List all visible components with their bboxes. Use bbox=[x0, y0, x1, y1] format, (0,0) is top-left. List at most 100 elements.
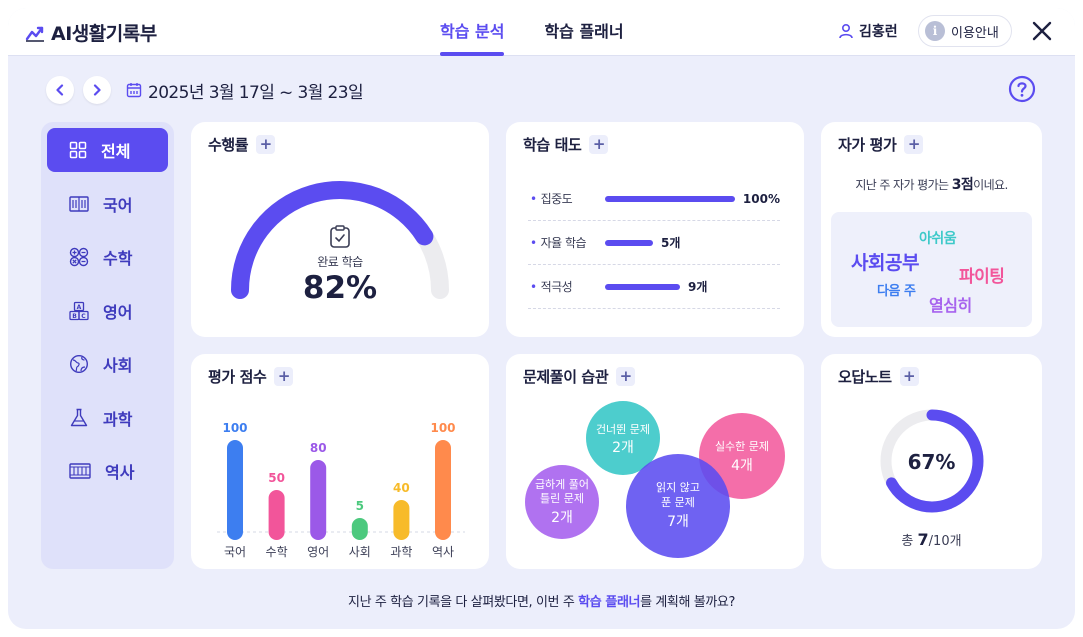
add-button[interactable]: + bbox=[904, 135, 924, 154]
bubble-label: 읽지 않고 bbox=[656, 481, 700, 494]
info-icon: i bbox=[925, 21, 945, 41]
bubble-count: 2개 bbox=[551, 510, 573, 526]
chevron-right-icon bbox=[93, 84, 101, 96]
attitude-row: 적극성 9개 bbox=[528, 265, 780, 309]
self-eval-title: 자가 평가 bbox=[838, 136, 897, 154]
wrong-note-card: 오답노트 + 67% 총 7/10개 bbox=[821, 354, 1042, 569]
word-cloud: 아쉬움 사회공부 파이팅 다음 주 열심히 bbox=[831, 212, 1032, 327]
footer-after: 를 계획해 볼까요? bbox=[640, 595, 735, 610]
bubble-skipped: 건너뛴 문제 2개 bbox=[586, 401, 660, 475]
bar-value-label: 100 bbox=[222, 421, 247, 435]
x-tick-label: 역사 bbox=[432, 545, 454, 559]
close-icon[interactable] bbox=[1030, 19, 1054, 43]
bubble-count: 7개 bbox=[667, 514, 689, 530]
self-eval-card: 자가 평가 + 지난 주 자가 평가는 3점이네요. 아쉬움 사회공부 파이팅 … bbox=[821, 122, 1042, 337]
attitude-bar bbox=[605, 283, 680, 290]
bar-value-label: 40 bbox=[393, 481, 410, 495]
date-range-text: 2025년 3월 17일 ~ 3월 23일 bbox=[148, 82, 364, 103]
x-tick-label: 과학 bbox=[390, 545, 412, 559]
sidebar-item-history[interactable]: 역사 bbox=[47, 449, 168, 493]
gauge-value: 82% bbox=[302, 270, 378, 306]
sidebar-item-all[interactable]: 전체 bbox=[47, 128, 168, 172]
card-title: 학습 태도 + bbox=[523, 134, 609, 155]
attitude-label: 자율 학습 bbox=[528, 234, 605, 251]
performance-card: 수행률 + 완료 학습 82% bbox=[191, 122, 489, 337]
subject-sidebar: 전체 국어 수학 A B bbox=[41, 122, 174, 569]
x-tick-label: 수학 bbox=[266, 545, 288, 559]
attitude-value: 9개 bbox=[688, 280, 708, 294]
app-logo[interactable]: AI생활기록부 bbox=[25, 19, 157, 46]
book-icon bbox=[69, 195, 89, 212]
user-profile[interactable]: 김홍런 bbox=[838, 21, 898, 41]
cloud-word: 다음 주 bbox=[877, 284, 916, 299]
svg-text:C: C bbox=[81, 313, 86, 320]
sidebar-item-label: 전체 bbox=[101, 142, 131, 161]
planner-link[interactable]: 학습 플래너 bbox=[578, 595, 641, 610]
bubble-circle bbox=[525, 465, 599, 539]
trend-icon bbox=[25, 26, 44, 42]
bar-0 bbox=[227, 440, 243, 540]
bubble-label: 실수한 문제 bbox=[715, 440, 769, 453]
bubble-label: 푼 문제 bbox=[661, 496, 695, 509]
guide-label: 이용안내 bbox=[951, 25, 999, 41]
performance-title: 수행률 bbox=[208, 136, 249, 154]
bar-3 bbox=[351, 518, 368, 540]
bar-value-label: 50 bbox=[268, 471, 285, 485]
bar-value-label: 5 bbox=[356, 499, 364, 513]
bar-4 bbox=[393, 500, 410, 540]
next-week-button[interactable] bbox=[83, 76, 111, 104]
scores-bar-chart: 100 국어 50 수학 80 영어 5 사회 40 과학 100 역사 bbox=[217, 421, 465, 559]
habits-title: 문제풀이 습관 bbox=[523, 368, 609, 386]
performance-gauge bbox=[231, 181, 449, 299]
user-name: 김홍런 bbox=[859, 24, 898, 40]
math-icon bbox=[69, 247, 89, 267]
total-done: 7 bbox=[917, 530, 929, 549]
help-icon[interactable] bbox=[1008, 75, 1036, 103]
sidebar-item-korean[interactable]: 국어 bbox=[47, 182, 168, 226]
add-button[interactable]: + bbox=[589, 135, 609, 154]
donut-value: 67% bbox=[907, 450, 956, 474]
x-tick-label: 사회 bbox=[349, 545, 371, 559]
top-bar: AI생활기록부 학습 분석 학습 플래너 김홍런 i 이용안내 bbox=[8, 8, 1075, 56]
bubble-rushed: 급하게 풀어 틀린 문제 2개 bbox=[525, 465, 599, 539]
guide-button[interactable]: i 이용안내 bbox=[918, 15, 1012, 47]
add-button[interactable]: + bbox=[899, 367, 919, 386]
summary-after: 이네요. bbox=[973, 178, 1008, 192]
add-button[interactable]: + bbox=[256, 135, 276, 154]
bar-value-label: 100 bbox=[430, 421, 455, 435]
tab-learning-planner[interactable]: 학습 플래너 bbox=[544, 22, 624, 41]
bubble-circle bbox=[586, 401, 660, 475]
grid-icon bbox=[69, 141, 87, 159]
bubble-label: 급하게 풀어 bbox=[535, 477, 589, 491]
date-range[interactable]: 2025년 3월 17일 ~ 3월 23일 bbox=[126, 78, 364, 103]
bubble-not-read: 읽지 않고 푼 문제 7개 bbox=[626, 454, 730, 558]
sidebar-item-label: 사회 bbox=[103, 356, 133, 375]
bubble-label: 틀린 문제 bbox=[540, 492, 584, 505]
summary-before: 지난 주 자가 평가는 bbox=[855, 178, 952, 192]
sidebar-item-label: 영어 bbox=[103, 302, 133, 322]
total-prefix: 총 bbox=[901, 534, 914, 549]
habits-bubble-chart: 건너뛴 문제 2개 실수한 문제 4개 급하게 풀어 틀린 문제 2개 읽지 않… bbox=[525, 401, 785, 558]
sidebar-item-english[interactable]: A B C 영어 bbox=[47, 289, 168, 333]
attitude-bar bbox=[605, 239, 653, 246]
chevron-left-icon bbox=[56, 84, 64, 96]
sidebar-item-science[interactable]: 과학 bbox=[47, 396, 168, 440]
abc-icon: A B C bbox=[69, 301, 89, 320]
bar-value-label: 80 bbox=[310, 441, 327, 455]
add-button[interactable]: + bbox=[616, 367, 636, 386]
card-title: 자가 평가 + bbox=[838, 134, 924, 155]
cloud-word: 열심히 bbox=[929, 296, 972, 315]
bubble-count: 2개 bbox=[612, 440, 634, 456]
attitude-value: 5개 bbox=[661, 236, 681, 250]
bar-5 bbox=[435, 440, 451, 540]
wrong-note-donut bbox=[880, 409, 984, 513]
tab-learning-analysis[interactable]: 학습 분석 bbox=[440, 8, 505, 56]
add-button[interactable]: + bbox=[274, 367, 294, 386]
date-navigator: 2025년 3월 17일 ~ 3월 23일 bbox=[46, 76, 364, 104]
bubble-count: 4개 bbox=[731, 458, 753, 474]
sidebar-item-math[interactable]: 수학 bbox=[47, 235, 168, 279]
self-eval-score: 3점 bbox=[951, 177, 974, 193]
prev-week-button[interactable] bbox=[46, 76, 74, 104]
history-icon bbox=[69, 463, 91, 479]
sidebar-item-social[interactable]: 사회 bbox=[47, 342, 168, 386]
